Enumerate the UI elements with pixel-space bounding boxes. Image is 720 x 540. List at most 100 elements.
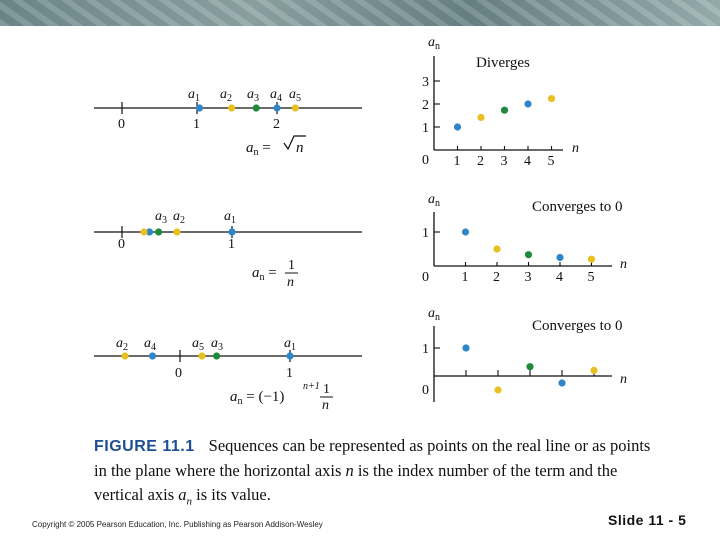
point-label-a5: a5 [289, 87, 301, 104]
formula-sqrt: an = n [246, 135, 306, 158]
y-tick-label: 3 [422, 75, 429, 90]
y-tick-label: 1 [422, 121, 429, 136]
svg-text:a3: a3 [211, 336, 223, 353]
sequence-point-a5 [291, 104, 299, 112]
number-line-reciprocal: 0 1 a3 a2 a1 an = 1 n [94, 209, 362, 290]
plot-points [462, 344, 598, 394]
slide-number: Slide 11 - 5 [608, 512, 687, 528]
sequence-point-a5 [140, 228, 148, 236]
formula-reciprocal: an = 1 n [252, 258, 298, 290]
caption-text-2: is the index number of the term and the … [94, 461, 618, 504]
svg-text:a1: a1 [188, 87, 200, 104]
x-tick-label: 5 [548, 154, 555, 169]
plot-points [461, 228, 596, 263]
svg-text:a3: a3 [155, 209, 167, 226]
plot-converges-positive: an n Converges to 0 0 1 2 3 4 5 1 [422, 192, 627, 285]
svg-text:a1: a1 [284, 336, 296, 353]
plot-converges-alternating: an n Converges to 0 0 1 [422, 306, 627, 402]
y-tick-label: 1 [422, 342, 429, 357]
svg-text:a5: a5 [289, 87, 301, 104]
point-label-a2: a2 [173, 209, 185, 226]
figure-label: FIGURE 11.1 [94, 438, 195, 455]
point-label-a1: a1 [224, 209, 236, 226]
svg-text:a4: a4 [144, 336, 156, 353]
fraction-numerator: 1 [323, 382, 330, 397]
svg-text:a2: a2 [173, 209, 185, 226]
sequence-point-a5 [198, 352, 206, 360]
fraction-numerator: 1 [288, 258, 295, 273]
plot-point-a3 [526, 363, 534, 371]
point-label-a3: a3 [211, 336, 223, 353]
svg-text:a2: a2 [220, 87, 232, 104]
middle-line-points [140, 228, 236, 236]
svg-text:a1: a1 [224, 209, 236, 226]
y-axis-label: an [428, 192, 440, 209]
sequence-point-a1 [228, 228, 236, 236]
plot-point-a5 [587, 255, 596, 263]
sequence-point-a1 [286, 352, 294, 360]
caption-var-n: n [345, 461, 354, 480]
figure-caption: FIGURE 11.1 Sequences can be represented … [94, 434, 654, 513]
caption-text-3: is its value. [192, 485, 271, 504]
point-label-a1: a1 [188, 87, 200, 104]
top-line-points [195, 104, 299, 112]
plot-title: Diverges [476, 55, 530, 71]
sequence-point-a2 [121, 352, 129, 360]
sequence-point-a3 [252, 104, 260, 112]
sequence-point-a4 [148, 352, 157, 360]
plot-point-a5 [547, 94, 556, 103]
y-axis-label: an [428, 35, 440, 52]
fraction-denominator: n [287, 275, 294, 290]
tick-label: 1 [193, 117, 200, 132]
svg-text:a3: a3 [247, 87, 259, 104]
origin-label: 0 [422, 153, 429, 168]
x-axis-label: n [572, 141, 579, 156]
plot-title: Converges to 0 [532, 318, 623, 334]
point-label-a3: a3 [247, 87, 259, 104]
y-tick-label: 1 [422, 226, 429, 241]
plot-point-a2 [477, 113, 485, 122]
sequence-point-a4 [273, 104, 281, 112]
tick-label: 1 [228, 237, 235, 252]
formula-exponent: n+1 [303, 381, 320, 392]
plot-point-a1 [453, 123, 462, 131]
x-tick-label: 5 [588, 270, 595, 285]
label-sub: 1 [195, 93, 200, 104]
svg-text:n: n [296, 140, 304, 156]
x-tick-label: 3 [501, 154, 508, 169]
figure-11-1: 0 1 2 a1 a2 a3 a4 a5 an = n 0 1 a3 a2 a1 [94, 35, 627, 413]
x-tick-label: 4 [556, 270, 563, 285]
radical-sign [283, 135, 306, 151]
sequence-point-a3 [213, 352, 221, 360]
sequence-point-a3 [155, 228, 163, 236]
origin-label: 0 [422, 270, 429, 285]
point-label-a4: a4 [144, 336, 156, 353]
x-axis-label: n [620, 257, 627, 272]
origin-label: 0 [422, 383, 429, 398]
x-tick-label: 2 [477, 154, 484, 169]
point-label-a1: a1 [284, 336, 296, 353]
tick-label: 0 [118, 237, 125, 252]
header-band [0, 0, 720, 26]
plot-point-a4 [558, 379, 566, 387]
plot-point-a2 [493, 245, 501, 253]
plot-title: Converges to 0 [532, 199, 623, 215]
plot-point-a2 [494, 386, 502, 394]
caption-var-a: a [178, 485, 187, 504]
plot-point-a4 [524, 100, 532, 108]
tick-label: 0 [118, 117, 125, 132]
x-tick-label: 4 [524, 154, 531, 169]
svg-text:a5: a5 [192, 336, 204, 353]
formula-alternating: an = (−1) n+1 1 n [230, 381, 333, 413]
svg-text:an = (−1): an = (−1) [230, 389, 284, 407]
bottom-line-points [121, 352, 294, 360]
number-line-sqrt: 0 1 2 a1 a2 a3 a4 a5 an = n [94, 87, 362, 158]
plot-point-a4 [556, 253, 564, 262]
number-line-alternating: 0 1 a2 a4 a5 a3 a1 an = (−1) n+1 1 n [94, 336, 362, 413]
plot-point-a1 [462, 344, 470, 352]
point-label-a5: a5 [192, 336, 204, 353]
tick-label: 2 [273, 117, 280, 132]
svg-text:an =: an = [252, 265, 277, 283]
x-tick-label: 1 [462, 270, 469, 285]
